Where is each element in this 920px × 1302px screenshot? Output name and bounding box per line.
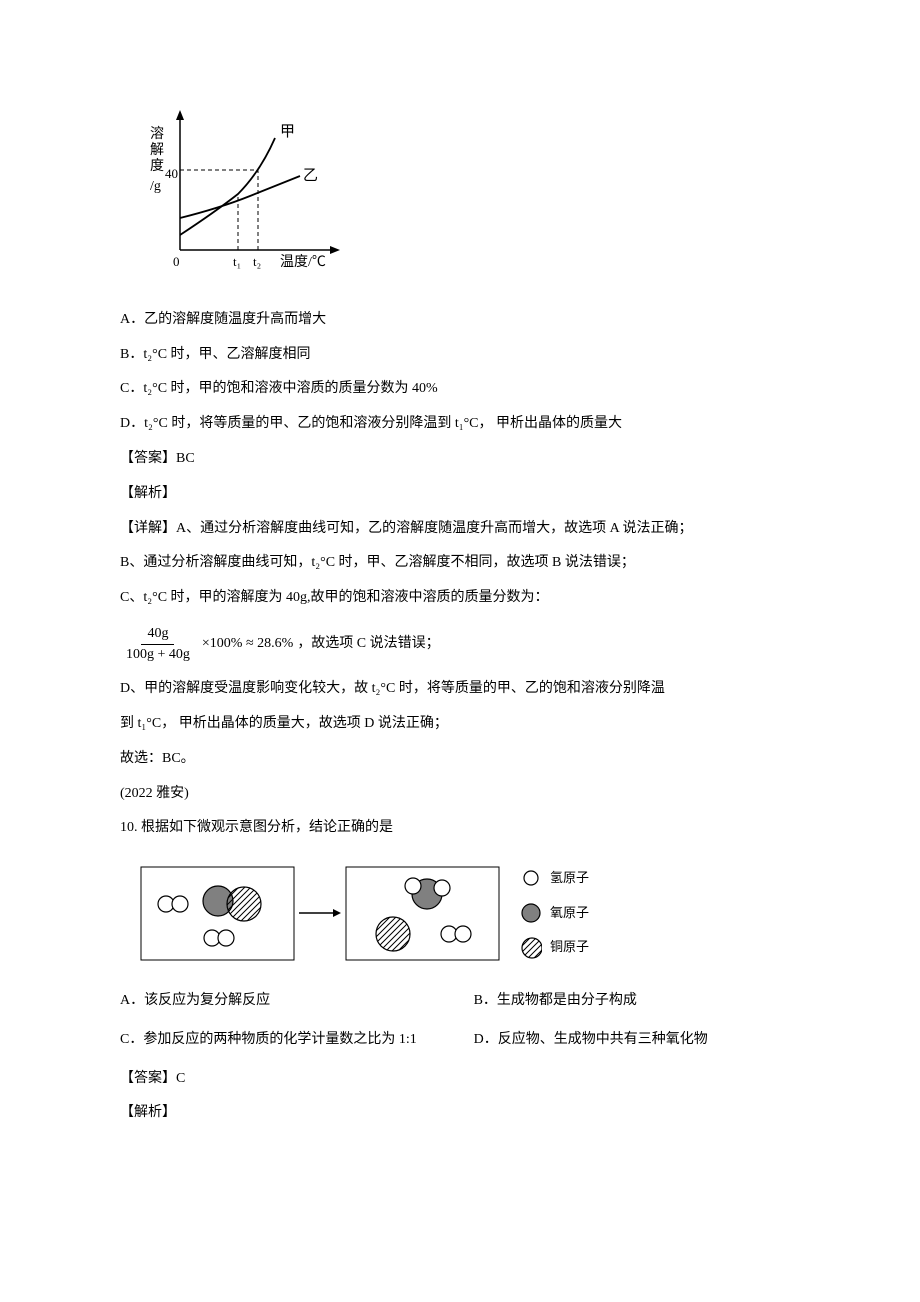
q10-answer: 【答案】C	[120, 1064, 800, 1095]
series-label-jia: 甲	[280, 124, 295, 140]
arrow-icon	[295, 903, 345, 923]
legend-hydrogen-label: 氢原子	[550, 864, 589, 893]
q10-options: A．该反应为复分解反应 B．生成物都是由分子构成 C．参加反应的两种物质的化学计…	[120, 982, 800, 1060]
legend-copper-label: 铜原子	[550, 933, 589, 962]
solubility-chart: 溶 解 度 /g 40 甲 乙 0 t₁ t₂ 温度/℃	[140, 100, 800, 293]
q10-option-d: D．反应物、生成物中共有三种氧化物	[474, 1025, 800, 1056]
legend: 氢原子 氧原子 铜原子	[520, 858, 589, 968]
curve-yi	[180, 176, 300, 218]
x-tick-t2: t₂	[253, 254, 261, 269]
origin-label: 0	[173, 254, 180, 269]
q9-option-c: C．t₂°C 时，甲的饱和溶液中溶质的质量分数为 40%	[120, 374, 800, 405]
q9-option-b: B．t₂°C 时，甲、乙溶解度相同	[120, 340, 800, 371]
legend-oxygen-label: 氧原子	[550, 899, 589, 928]
q9-formula: 40g 100g + 40g ×100% ≈ 28.6% ，故选项 C 说法错误…	[120, 624, 800, 664]
x-axis-label: 温度/℃	[280, 254, 326, 270]
y-axis-label-4: /g	[150, 179, 161, 194]
product-box	[345, 866, 500, 961]
q10-stem: 10. 根据如下微观示意图分析，结论正确的是	[120, 813, 800, 844]
y-axis-label: 溶	[150, 126, 164, 142]
series-label-yi: 乙	[303, 168, 318, 184]
q9-detail-b: B、通过分析溶解度曲线可知，t₂°C 时，甲、乙溶解度不相同，故选项 B 说法错…	[120, 548, 800, 579]
reactant-box	[140, 866, 295, 961]
x-tick-t1: t₁	[233, 254, 241, 269]
q9-answer: 【答案】BC	[120, 444, 800, 475]
q9-analysis: 【解析】	[120, 479, 800, 510]
q9-option-d: D．t₂°C 时，将等质量的甲、乙的饱和溶液分别降温到 t₁°C， 甲析出晶体的…	[120, 409, 800, 440]
curve-jia	[180, 138, 275, 235]
q9-detail-d-2: 到 t₁°C， 甲析出晶体的质量大，故选项 D 说法正确；	[120, 709, 800, 740]
q10-analysis: 【解析】	[120, 1098, 800, 1129]
y-axis-label-3: 度	[150, 158, 164, 174]
legend-hydrogen: 氢原子	[520, 864, 589, 893]
fraction-numerator: 40g	[141, 624, 174, 645]
legend-copper: 铜原子	[520, 933, 589, 962]
y-tick-40: 40	[165, 166, 178, 181]
formula-rest: ×100% ≈ 28.6%	[202, 629, 293, 660]
q9-detail-c-pre: C、t₂°C 时，甲的溶解度为 40g,故甲的饱和溶液中溶质的质量分数为：	[120, 583, 800, 614]
q10-option-c: C．参加反应的两种物质的化学计量数之比为 1:1	[120, 1025, 474, 1056]
q10-option-b: B．生成物都是由分子构成	[474, 986, 800, 1017]
q9-detail-a: 【详解】A、通过分析溶解度曲线可知，乙的溶解度随温度升高而增大，故选项 A 说法…	[120, 514, 800, 545]
q10-option-a: A．该反应为复分解反应	[120, 986, 474, 1017]
copper-icon	[520, 936, 542, 960]
oxygen-icon	[520, 902, 542, 924]
q9-detail-d-1: D、甲的溶解度受温度影响变化较大，故 t₂°C 时，将等质量的甲、乙的饱和溶液分…	[120, 674, 800, 705]
legend-oxygen: 氧原子	[520, 899, 589, 928]
chart-svg: 溶 解 度 /g 40 甲 乙 0 t₁ t₂ 温度/℃	[140, 100, 360, 280]
formula-trail: ，故选项 C 说法错误；	[297, 629, 439, 660]
source-tag: (2022 雅安)	[120, 779, 800, 810]
x-axis-arrow	[330, 246, 340, 254]
y-axis-arrow	[176, 110, 184, 120]
q9-conclusion: 故选：BC。	[120, 744, 800, 775]
hydrogen-icon	[520, 869, 542, 887]
reaction-diagram: 氢原子 氧原子 铜原子	[140, 858, 800, 968]
fraction-denominator: 100g + 40g	[120, 645, 196, 665]
q9-option-a: A．乙的溶解度随温度升高而增大	[120, 305, 800, 336]
y-axis-label-2: 解	[150, 142, 164, 158]
fraction: 40g 100g + 40g	[120, 624, 196, 664]
